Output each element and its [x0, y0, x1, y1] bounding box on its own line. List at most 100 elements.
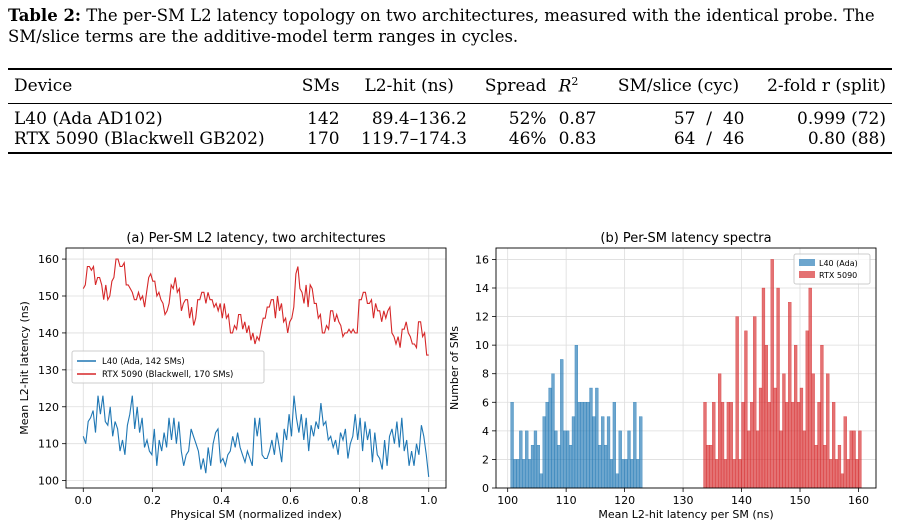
- histogram-bar: [758, 387, 763, 489]
- cell-device: L40 (Ada AD102): [14, 108, 163, 129]
- cell-spread: 46%: [472, 128, 553, 154]
- x-tick-label: 0.0: [75, 494, 93, 507]
- legend: [71, 350, 265, 384]
- histogram-bar: [571, 416, 576, 489]
- y-tick-label: 10: [475, 339, 489, 352]
- histogram-bar: [796, 402, 801, 489]
- histogram-bar: [718, 373, 722, 489]
- x-tick-label: 150: [790, 494, 811, 507]
- legend-label: L40 (Ada, 142 SMs): [102, 357, 185, 367]
- cell-sms: 170: [291, 128, 346, 154]
- histogram-bar: [767, 402, 771, 489]
- histogram-bar: [639, 416, 643, 489]
- header-r2: R2: [552, 68, 607, 104]
- x-tick-label: 140: [731, 494, 752, 507]
- histogram-bar: [621, 459, 625, 489]
- histogram-bar: [735, 316, 739, 489]
- histogram-bar: [539, 473, 543, 489]
- cell-device: RTX 5090 (Blackwell GB202): [8, 128, 292, 154]
- x-tick-label: 0.6: [282, 494, 300, 507]
- y-tick-label: 110: [38, 438, 59, 451]
- y-tick-label: 130: [38, 364, 59, 377]
- histogram-bar: [601, 416, 605, 489]
- histogram-bar: [595, 387, 599, 489]
- histogram-bar: [525, 430, 529, 489]
- histogram-bar: [744, 330, 748, 489]
- cell-2fold-r: 0.999 (72): [797, 108, 886, 129]
- histogram-bar: [794, 344, 798, 489]
- histogram-bar: [770, 259, 774, 489]
- histogram-bar: [706, 444, 710, 489]
- histogram-bar: [627, 430, 631, 489]
- chart-title: (b) Per-SM latency spectra: [600, 231, 771, 246]
- legend-swatch: [799, 259, 815, 266]
- histogram-bar: [799, 387, 804, 489]
- histogram-bar: [636, 459, 640, 489]
- header-l2-hit: L2-hit (ns): [345, 68, 473, 104]
- histogram-bar: [761, 287, 766, 489]
- table-caption: Table 2: The per-SM L2 latency topology …: [8, 5, 892, 47]
- histogram-bar: [519, 430, 523, 489]
- caption-text: The per-SM L2 latency topology on two ar…: [8, 6, 875, 46]
- histogram-bar: [703, 402, 707, 489]
- y-tick-label: 6: [482, 396, 489, 409]
- y-tick-label: 150: [38, 290, 59, 303]
- cell-r2: 0.87: [558, 108, 597, 129]
- histogram-bar: [785, 402, 789, 489]
- histogram-bar: [729, 402, 733, 489]
- histogram-bar: [849, 430, 853, 489]
- y-tick-label: 100: [38, 475, 59, 488]
- histogram-bar: [528, 459, 532, 489]
- histogram-bar: [530, 444, 535, 489]
- histogram-bar: [580, 402, 584, 489]
- histogram-bar: [615, 473, 619, 489]
- cell-l2-hit: 119.7–174.3: [345, 128, 473, 154]
- histogram-bar: [834, 459, 839, 489]
- header-sm-slice: SM/slice (cyc): [606, 68, 751, 104]
- histogram-bar: [566, 430, 570, 489]
- header-device: Device: [8, 68, 292, 104]
- series-line: [82, 395, 430, 477]
- cell-sm-slice: 64 / 46: [606, 128, 751, 154]
- x-tick-label: 110: [556, 494, 577, 507]
- table-header-row: Device SMs L2-hit (ns) Spread R2 SM/slic…: [8, 68, 892, 104]
- histogram-bar: [560, 359, 564, 489]
- cell-2fold-r: 0.80 (88): [750, 128, 892, 154]
- histogram-bar: [522, 459, 526, 489]
- histogram-bar: [843, 416, 847, 489]
- histogram-bar: [712, 402, 716, 489]
- histogram-bar: [805, 330, 809, 489]
- histogram-bar: [782, 373, 786, 489]
- histogram-bar: [826, 373, 830, 489]
- histogram-bar: [791, 402, 795, 489]
- histogram-bar: [516, 459, 520, 489]
- histogram-bar: [756, 430, 760, 489]
- histogram-bar: [583, 402, 587, 489]
- histogram-bar: [823, 444, 827, 489]
- y-tick-label: 160: [38, 253, 59, 266]
- histogram-bar: [551, 373, 555, 489]
- histogram-bar: [741, 402, 745, 489]
- histogram-bar: [858, 430, 862, 489]
- histogram-bar: [630, 459, 634, 489]
- cell-r2: 0.83: [552, 128, 607, 154]
- series-line: [82, 258, 429, 356]
- histogram-bar: [598, 444, 602, 489]
- histogram-bar: [589, 387, 593, 489]
- y-tick-label: 2: [482, 453, 489, 466]
- histogram-bar: [802, 430, 806, 489]
- histogram-bar: [788, 302, 792, 489]
- table-row: L40 (Ada AD102) 142 89.4–136.2 52% 0.87 …: [8, 103, 892, 129]
- cell-l2-hit: 89.4–136.2: [371, 108, 467, 129]
- histogram-bar: [808, 287, 812, 489]
- x-tick-label: 0.4: [213, 494, 231, 507]
- histogram-bar: [568, 444, 573, 489]
- header-spread: Spread: [472, 68, 553, 104]
- x-tick-label: 1.0: [420, 494, 438, 507]
- histogram-bar: [776, 287, 780, 489]
- histogram-bar: [533, 430, 538, 489]
- results-table: Device SMs L2-hit (ns) Spread R2 SM/slic…: [8, 68, 892, 154]
- histogram-bar: [817, 402, 821, 489]
- histogram-bar: [554, 430, 558, 489]
- header-2fold-r: 2-fold r (split): [750, 68, 892, 104]
